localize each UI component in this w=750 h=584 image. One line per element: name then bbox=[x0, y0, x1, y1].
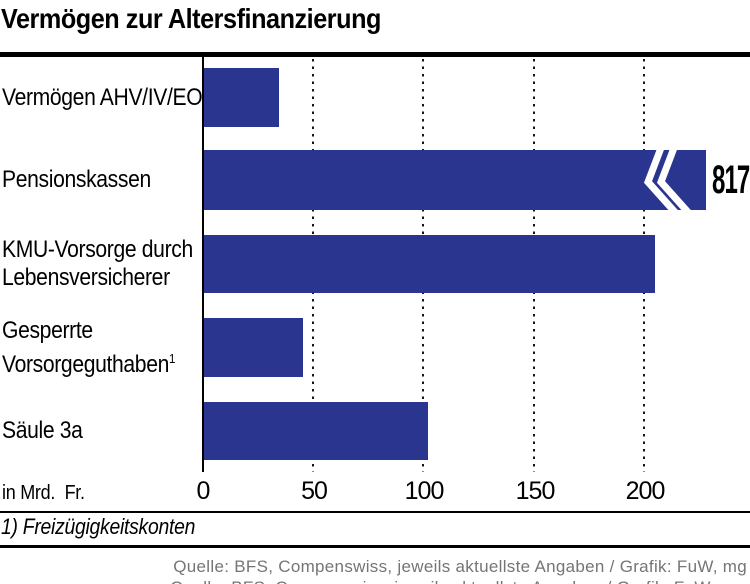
footnote-marker: 1 bbox=[168, 350, 176, 366]
axis-break-icon bbox=[643, 140, 698, 220]
x-tick-200: 200 bbox=[625, 477, 666, 505]
title-divider-rule bbox=[0, 52, 750, 57]
category-text: Säule 3a bbox=[2, 417, 83, 444]
category-label-gesperrte-vorsorgeguthaben: Gesperrte Vorsorgeguthaben1 bbox=[2, 316, 202, 378]
bar-pensionskassen bbox=[204, 140, 706, 220]
x-tick-0: 0 bbox=[196, 477, 211, 505]
zero-axis-line bbox=[202, 57, 204, 472]
category-label-saeule-3a: Säule 3a bbox=[2, 402, 202, 460]
footnote-divider-bottom bbox=[0, 545, 750, 548]
category-text-line1: Gesperrte bbox=[2, 316, 93, 344]
category-text-line1: KMU-Vorsorge durch bbox=[2, 236, 193, 263]
category-text-line2: Lebensversicherer bbox=[2, 264, 170, 291]
pensionskassen-value-label: 817 bbox=[712, 157, 750, 202]
x-tick-100: 100 bbox=[404, 477, 445, 505]
category-text: Pensionskassen bbox=[2, 166, 151, 193]
x-tick-50: 50 bbox=[301, 477, 328, 505]
x-axis: in Mrd. Fr. 0 50 100 150 200 bbox=[0, 477, 750, 509]
category-label-kmu-vorsorge: KMU-Vorsorge durch Lebensversicherer bbox=[2, 235, 202, 293]
source-credit-clipped: Quelle: BFS, Compenswiss, jeweils aktuel… bbox=[170, 578, 744, 584]
chart-title: Vermögen zur Altersfinanzierung bbox=[1, 3, 381, 34]
bar-vermoegen-ahv-iv-eo bbox=[204, 68, 279, 127]
category-text-line2: Vorsorgeguthaben bbox=[2, 350, 169, 378]
category-label-pensionskassen: Pensionskassen bbox=[2, 150, 202, 210]
bar-gesperrte-vorsorgeguthaben bbox=[204, 318, 303, 377]
category-label-vermoegen-ahv-iv-eo: Vermögen AHV/IV/EO bbox=[2, 68, 203, 127]
footnote: 1) Freizügigkeitskonten bbox=[1, 514, 196, 539]
footnote-divider-top bbox=[0, 511, 750, 513]
source-credit: Quelle: BFS, Compenswiss, jeweils aktuel… bbox=[173, 557, 747, 576]
category-text: Vermögen AHV/IV/EO bbox=[2, 83, 203, 111]
bar-kmu-vorsorge bbox=[204, 235, 655, 293]
plot-area: Vermögen AHV/IV/EO Pensionskassen KMU-Vo… bbox=[0, 57, 750, 472]
axis-unit-label: in Mrd. Fr. bbox=[2, 482, 85, 504]
x-tick-150: 150 bbox=[515, 477, 556, 505]
bar-saeule-3a bbox=[204, 402, 428, 460]
